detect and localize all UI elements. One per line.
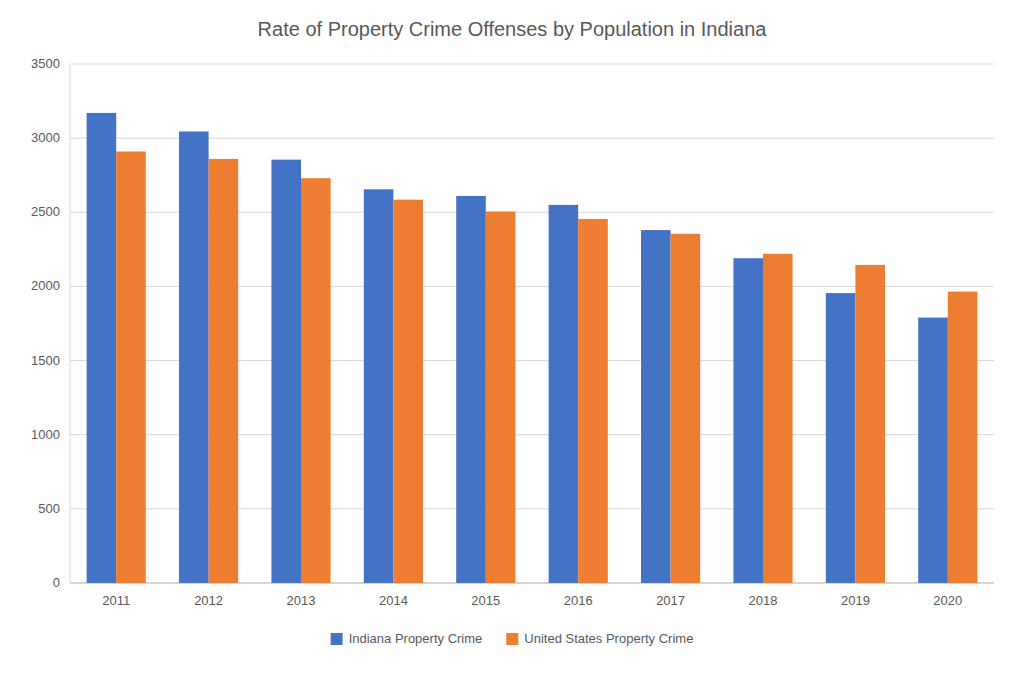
bar	[116, 151, 146, 583]
y-tick-label: 2000	[31, 278, 60, 293]
legend-swatch	[506, 633, 518, 645]
legend-label: United States Property Crime	[524, 631, 693, 646]
x-tick-label: 2012	[194, 593, 223, 608]
y-tick-label: 500	[38, 501, 60, 516]
x-tick-label: 2013	[287, 593, 316, 608]
bar	[179, 131, 209, 583]
bar	[456, 196, 486, 583]
x-tick-label: 2019	[841, 593, 870, 608]
y-tick-label: 1500	[31, 353, 60, 368]
chart-container: Rate of Property Crime Offenses by Popul…	[0, 0, 1024, 683]
legend-item: United States Property Crime	[506, 631, 693, 646]
legend-label: Indiana Property Crime	[349, 631, 483, 646]
grid-line	[70, 64, 994, 65]
bar	[918, 318, 948, 583]
bar	[271, 160, 301, 583]
bar	[948, 292, 978, 583]
legend: Indiana Property Crime United States Prop…	[331, 631, 694, 646]
bar	[826, 293, 856, 583]
bar	[87, 113, 117, 583]
bar	[486, 212, 516, 583]
bar	[641, 230, 671, 583]
chart-title: Rate of Property Crime Offenses by Popul…	[258, 18, 768, 40]
bar	[671, 234, 701, 583]
chart-svg: Rate of Property Crime Offenses by Popul…	[0, 0, 1024, 683]
x-tick-label: 2011	[102, 593, 130, 608]
y-tick-label: 3500	[31, 56, 60, 71]
x-tick-label: 2017	[656, 593, 685, 608]
legend-swatch	[331, 633, 343, 645]
bar	[733, 258, 763, 583]
x-tick-label: 2016	[564, 593, 593, 608]
x-tick-label: 2018	[749, 593, 778, 608]
x-tick-label: 2014	[379, 593, 408, 608]
bar	[301, 178, 331, 583]
y-tick-label: 1000	[31, 427, 60, 442]
bar	[209, 159, 239, 583]
bar	[763, 254, 793, 583]
bar	[855, 265, 885, 583]
bar	[578, 219, 608, 583]
legend-item: Indiana Property Crime	[331, 631, 483, 646]
bars	[87, 113, 978, 583]
bar	[549, 205, 579, 583]
y-tick-label: 3000	[31, 130, 60, 145]
y-tick-label: 2500	[31, 204, 60, 219]
y-axis-line	[70, 64, 71, 583]
x-tick-label: 2020	[933, 593, 962, 608]
bar	[364, 189, 394, 583]
bar	[393, 200, 423, 583]
y-tick-label: 0	[53, 575, 60, 590]
grid	[70, 64, 994, 583]
x-tick-label: 2015	[471, 593, 500, 608]
